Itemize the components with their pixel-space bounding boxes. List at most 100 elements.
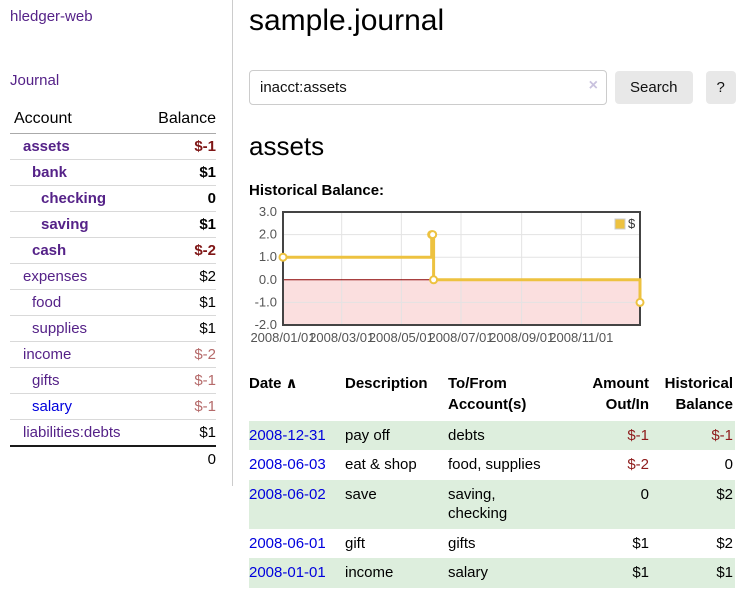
- help-button[interactable]: ?: [705, 70, 736, 104]
- svg-text:-1.0: -1.0: [255, 295, 277, 310]
- transaction-date-link[interactable]: 2008-12-31: [249, 426, 326, 444]
- sidebar-account-link[interactable]: expenses: [23, 268, 88, 285]
- chart-title: Historical Balance:: [249, 182, 385, 200]
- svg-text:2008/05/01: 2008/05/01: [369, 330, 434, 345]
- transaction-accounts: debts: [448, 420, 566, 451]
- sidebar-account-link[interactable]: gifts: [32, 372, 60, 389]
- register-row: 2008-06-02 save saving, checking 0 $2: [249, 479, 735, 529]
- transaction-accounts: salary: [448, 558, 566, 588]
- transaction-date-link[interactable]: 2008-06-01: [249, 534, 326, 552]
- transaction-description: gift: [345, 534, 366, 552]
- sidebar-account-link[interactable]: saving: [41, 216, 89, 233]
- sidebar-account-link[interactable]: bank: [32, 164, 68, 181]
- sidebar-account-link[interactable]: cash: [32, 242, 67, 259]
- sort-asc-icon: ∧: [285, 375, 298, 393]
- svg-text:2008/09/01: 2008/09/01: [489, 330, 554, 345]
- transaction-balance: $1: [651, 558, 735, 588]
- svg-text:-2.0: -2.0: [255, 317, 277, 332]
- transaction-date-link[interactable]: 2008-01-01: [249, 564, 326, 582]
- account-row: gifts $-1: [10, 367, 216, 394]
- sidebar-account-link[interactable]: income: [23, 346, 72, 363]
- transaction-balance: $2: [716, 534, 733, 552]
- svg-text:2008/07/01: 2008/07/01: [428, 330, 493, 345]
- register-header-balance: Historical Balance: [664, 375, 733, 413]
- account-row: salary $-1: [10, 393, 216, 420]
- accounts-header-account: Account: [10, 110, 143, 134]
- account-row: food $1: [10, 289, 216, 316]
- account-balance: $-1: [142, 133, 216, 160]
- transaction-amount: $-1: [566, 420, 651, 451]
- sidebar-item-journal[interactable]: Journal: [10, 72, 60, 89]
- svg-text:2008/03/01: 2008/03/01: [309, 330, 374, 345]
- accounts-header-balance: Balance: [142, 110, 216, 134]
- transaction-accounts: gifts: [448, 534, 476, 552]
- account-row: expenses $2: [10, 263, 216, 290]
- account-balance: $1: [142, 315, 216, 342]
- account-row: liabilities:debts $1: [10, 419, 216, 447]
- transaction-date-link[interactable]: 2008-06-02: [249, 485, 326, 503]
- account-balance: 0: [142, 185, 216, 212]
- transaction-amount: 0: [566, 479, 651, 529]
- search-input[interactable]: [249, 69, 607, 105]
- svg-text:3.0: 3.0: [259, 205, 277, 219]
- svg-text:2.0: 2.0: [259, 227, 277, 242]
- svg-text:$: $: [628, 216, 636, 231]
- register-row: 2008-06-01 gift gifts $1 $2: [249, 529, 735, 559]
- transaction-description: pay off: [345, 420, 448, 451]
- transaction-amount: $1: [632, 534, 649, 552]
- account-row: supplies $1: [10, 315, 216, 342]
- sidebar-account-link[interactable]: checking: [41, 190, 107, 207]
- sidebar-account-link[interactable]: liabilities:debts: [23, 424, 121, 441]
- transaction-amount: $1: [566, 558, 651, 588]
- transaction-balance: $-1: [651, 420, 735, 451]
- account-balance: $-2: [142, 237, 216, 264]
- sidebar-account-link[interactable]: supplies: [32, 320, 88, 337]
- transaction-date-link[interactable]: 2008-06-03: [249, 456, 326, 474]
- transaction-accounts: saving, checking: [448, 479, 566, 529]
- transaction-accounts: food, supplies: [448, 456, 541, 474]
- account-heading: assets: [249, 130, 325, 161]
- account-row: assets $-1: [10, 133, 216, 160]
- svg-text:1.0: 1.0: [259, 250, 277, 265]
- accounts-table: Account Balance assets $-1 bank $1 checking 0…: [10, 110, 216, 472]
- transaction-balance: $2: [651, 479, 735, 529]
- sidebar-account-link[interactable]: salary: [32, 398, 73, 415]
- account-balance: $1: [142, 289, 216, 316]
- account-balance: $1: [142, 419, 216, 447]
- brand-link[interactable]: hledger-web: [10, 8, 93, 25]
- transaction-description: eat & shop: [345, 456, 417, 474]
- register-row: 2008-01-01 income salary $1 $1: [249, 558, 735, 588]
- register-header-accounts: To/From Account(s): [448, 375, 527, 413]
- account-row: income $-2: [10, 341, 216, 368]
- transaction-amount: $-2: [627, 456, 649, 474]
- register-header-date[interactable]: Date ∧: [249, 375, 298, 393]
- sidebar-account-link[interactable]: assets: [23, 138, 70, 155]
- account-row: cash $-2: [10, 237, 216, 264]
- account-row: saving $1: [10, 211, 216, 238]
- account-balance: $-1: [142, 367, 216, 394]
- accounts-total-value: 0: [142, 445, 216, 472]
- transaction-description: save: [345, 479, 448, 529]
- register-row: 2008-12-31 pay off debts $-1 $-1: [249, 420, 735, 451]
- main-content: sample.journal × Search ? assets Histori…: [233, 0, 742, 598]
- account-row: bank $1: [10, 159, 216, 186]
- historical-balance-chart: $ -2.0 -1.0 0.0 1.0 2.0 3.0 2008/01/01 2008/03/0…: [249, 204, 735, 351]
- search-form: × Search ?: [249, 69, 736, 105]
- svg-text:2008/11/01: 2008/11/01: [549, 330, 613, 345]
- sidebar-account-link[interactable]: food: [32, 294, 62, 311]
- svg-text:0.0: 0.0: [259, 272, 277, 287]
- chart-canvas: $ -2.0 -1.0 0.0 1.0 2.0 3.0 2008/01/012008/03/0…: [250, 204, 645, 345]
- search-button[interactable]: Search: [615, 70, 693, 104]
- register-row: 2008-06-03 eat & shop food, supplies $-2 0: [249, 450, 735, 480]
- account-balance: $1: [142, 211, 216, 238]
- clear-search-icon[interactable]: ×: [588, 76, 598, 94]
- register-header-amount: Amount Out/In: [592, 375, 649, 413]
- register-header-description: Description: [345, 375, 428, 393]
- page-title: sample.journal: [249, 4, 445, 37]
- accounts-total-row: 0: [10, 445, 216, 472]
- transaction-balance: 0: [724, 456, 733, 474]
- account-balance: $1: [142, 159, 216, 186]
- transaction-description: income: [345, 558, 448, 588]
- account-balance: $2: [142, 263, 216, 290]
- account-row: checking 0: [10, 185, 216, 212]
